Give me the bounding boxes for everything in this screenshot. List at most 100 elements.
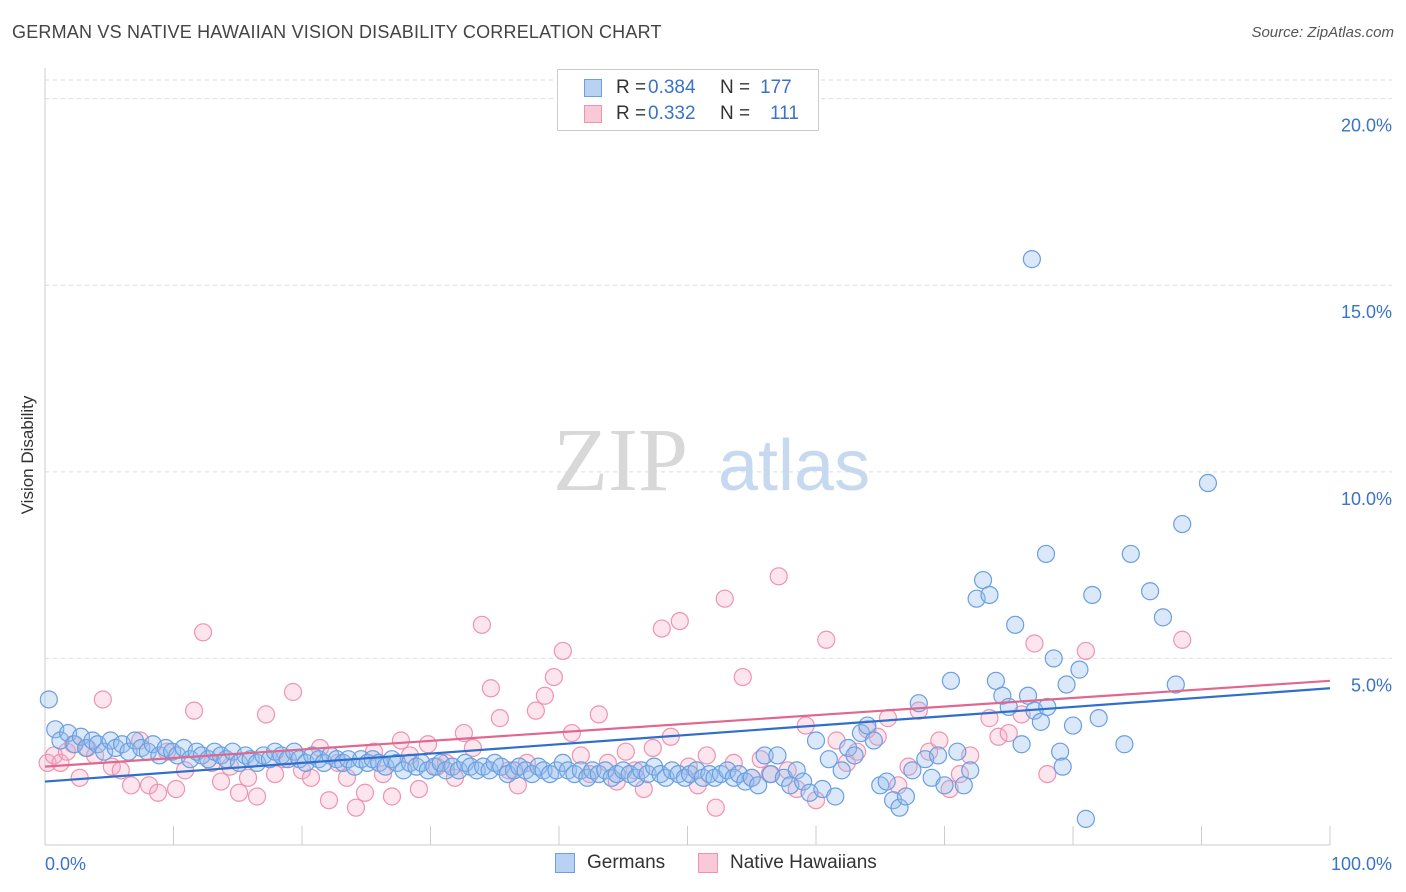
german-point [993, 686, 1012, 705]
hawaiian-point [930, 731, 949, 750]
correlation-legend: R = 0.384 N = 177 R = 0.332 N = 111 [557, 69, 819, 131]
hawaiian-point [57, 742, 76, 761]
german-point [948, 742, 967, 761]
hawaiian-point [184, 701, 204, 720]
german-point [125, 731, 145, 750]
hawaiian-trend-line [44, 679, 1331, 768]
german-point [39, 690, 58, 709]
hawaiian-point [148, 783, 168, 802]
legend-item-hawaiians[interactable]: Native Hawaiians [698, 852, 877, 874]
chart-title: GERMAN VS NATIVE HAWAIIAN VISION DISABIL… [12, 22, 662, 42]
x-tick-label: 100.0% [1331, 854, 1392, 874]
german-point [903, 761, 922, 780]
german-point [768, 746, 787, 765]
hawaiian-point [211, 772, 231, 791]
tick-labels: 5.0% 10.0% 15.0% 20.0% 0.0% 100.0% [45, 116, 1392, 874]
german-point [77, 738, 96, 758]
axes [44, 68, 1331, 846]
german-point [787, 761, 806, 780]
german-point [644, 757, 664, 776]
legend-r-key: R = [616, 77, 647, 98]
hawaiian-point [616, 742, 635, 761]
german-point [941, 671, 961, 690]
german-point [596, 761, 615, 780]
hawaiian-point [373, 764, 393, 784]
hawaiian-point [1173, 630, 1192, 649]
hawaiian-point [346, 798, 366, 817]
hawaiian-point [409, 779, 429, 799]
hawaiians-swatch [584, 105, 602, 123]
y-tick-label: 15.0% [1341, 302, 1392, 322]
german-point [826, 787, 845, 806]
hawaiian-point [463, 738, 483, 758]
y-tick-label: 10.0% [1341, 489, 1392, 509]
hawaiian-point [652, 619, 671, 638]
german-point [896, 787, 916, 806]
y-axis-label: Vision Disability [18, 395, 37, 515]
german-point [1012, 735, 1031, 754]
german-point [839, 738, 858, 758]
german-point [1198, 473, 1218, 493]
watermark: ZIP atlas [553, 411, 870, 510]
german-point [980, 585, 999, 605]
hawaiian-point [93, 690, 112, 709]
legend-n-value: 111 [770, 103, 799, 124]
hawaiian-point [571, 746, 590, 765]
german-point [1083, 585, 1102, 605]
german-point [1076, 809, 1095, 828]
german-point [376, 757, 395, 776]
hawaiian-point [508, 776, 527, 795]
hawaiian-point [121, 776, 141, 795]
hawaiian-point [238, 768, 258, 787]
gridlines [45, 79, 1392, 659]
series-legend: Germans Native Hawaiians [0, 852, 1406, 878]
hawaiian-point [51, 753, 70, 773]
legend-n-key: N = [720, 103, 751, 124]
hawaiian-point [989, 727, 1008, 746]
hawaiian-point [481, 679, 500, 698]
watermark-zip: ZIP [553, 411, 688, 510]
hawaiian-point [589, 705, 608, 724]
x-tick-label: 0.0% [45, 854, 86, 874]
hawaiian-point [544, 667, 563, 687]
german-point [1173, 514, 1192, 534]
german-point [794, 772, 813, 791]
legend-item-germans[interactable]: Germans [555, 852, 665, 874]
german-point [638, 764, 657, 784]
hawaiian-point [1025, 634, 1044, 653]
hawaiian-point [472, 615, 491, 634]
hawaiian-point [806, 791, 826, 810]
german-point [1140, 582, 1160, 601]
hawaiian-point [319, 791, 339, 810]
legend-row-germans: R = 0.384 N = 177 [584, 76, 792, 100]
legend-r-key: R = [616, 103, 647, 124]
legend-row-hawaiians: R = 0.332 N = 111 [584, 102, 799, 126]
hawaiian-point [535, 686, 554, 705]
y-tick-label: 20.0% [1341, 116, 1392, 136]
hawaiian-point [166, 779, 186, 799]
hawaiian-point [733, 667, 752, 687]
hawaiian-point [562, 723, 581, 743]
german-point [742, 768, 761, 787]
germans-swatch [584, 79, 602, 97]
legend-label-germans: Germans [587, 852, 666, 873]
hawaiian-point [706, 798, 725, 817]
german-point [1051, 742, 1070, 761]
german-point [1070, 660, 1089, 679]
german-point [832, 761, 851, 780]
watermark-atlas: atlas [718, 426, 870, 506]
german-point [755, 746, 774, 765]
german-point [71, 727, 91, 746]
german-point [1057, 675, 1076, 694]
hawaiian-point [950, 764, 970, 784]
german-point [181, 750, 200, 769]
german-trend-line [44, 687, 1331, 783]
german-point [864, 731, 883, 750]
german-point [1044, 649, 1063, 668]
hawaiian-point [391, 731, 411, 750]
hawaiian-point [817, 630, 836, 649]
german-point [1121, 544, 1140, 564]
hawaiian-point [878, 709, 898, 728]
german-point [95, 742, 114, 761]
hawaiian-point [256, 705, 276, 724]
